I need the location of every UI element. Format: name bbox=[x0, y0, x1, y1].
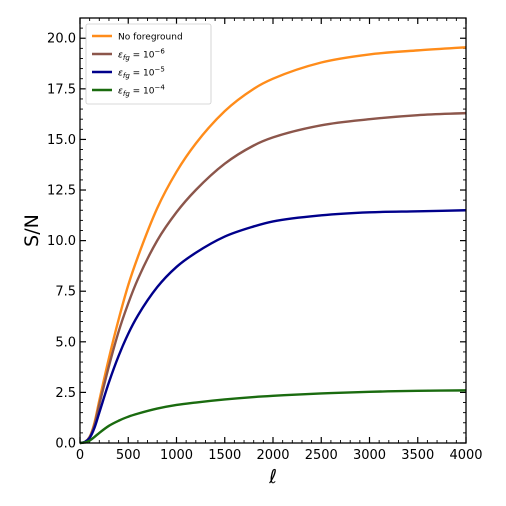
x-tick-label: 4000 bbox=[449, 448, 482, 463]
legend-exponent: −6 bbox=[155, 48, 166, 56]
series-line-3 bbox=[79, 389, 467, 445]
legend-subscript: fg bbox=[123, 72, 130, 80]
legend-epsilon: ε bbox=[118, 69, 123, 79]
y-tick-label: 20.0 bbox=[47, 32, 76, 47]
legend-label-0: No foreground bbox=[118, 33, 183, 43]
x-tick-label: 2500 bbox=[305, 448, 338, 463]
legend-label-3: εfg = 10−4 bbox=[118, 84, 165, 99]
legend-subscript: fg bbox=[123, 90, 130, 98]
legend-box bbox=[85, 23, 212, 105]
series-line-2 bbox=[79, 209, 467, 445]
y-tick-label: 15.0 bbox=[47, 133, 76, 148]
y-tick-label: 0.0 bbox=[55, 437, 76, 452]
series-line-1 bbox=[79, 111, 467, 445]
x-tick-label: 1500 bbox=[208, 448, 241, 463]
legend-epsilon: ε bbox=[118, 87, 123, 97]
y-tick-label: 2.5 bbox=[55, 386, 76, 401]
x-tick-label: 2000 bbox=[256, 448, 289, 463]
legend-exponent: −4 bbox=[155, 84, 166, 92]
legend-equals: = 10 bbox=[130, 69, 155, 79]
legend-label-2: εfg = 10−5 bbox=[118, 66, 165, 81]
x-tick-label: 500 bbox=[116, 448, 141, 463]
x-tick-label: 1000 bbox=[160, 448, 193, 463]
y-tick-label: 12.5 bbox=[47, 184, 76, 199]
x-tick-label: 3500 bbox=[401, 448, 434, 463]
legend-equals: = 10 bbox=[130, 87, 155, 97]
legend-subscript: fg bbox=[123, 54, 130, 62]
plot-frame bbox=[79, 17, 467, 444]
x-tick-label: 3000 bbox=[353, 448, 386, 463]
series-line-0 bbox=[79, 46, 467, 445]
y-tick-label: 5.0 bbox=[55, 335, 76, 350]
x-tick-label: 0 bbox=[76, 448, 84, 463]
legend-epsilon: ε bbox=[118, 51, 123, 61]
y-tick-label: 17.5 bbox=[47, 82, 76, 97]
y-tick-label: 10.0 bbox=[47, 234, 76, 249]
x-axis-label: ℓ bbox=[268, 466, 277, 488]
legend-label-text: No foreground bbox=[118, 33, 183, 43]
legend-exponent: −5 bbox=[155, 66, 165, 74]
series-layer bbox=[79, 46, 467, 445]
y-tick-label: 7.5 bbox=[55, 285, 76, 300]
legend-equals: = 10 bbox=[130, 51, 155, 61]
y-axis-label: S/N bbox=[21, 214, 43, 247]
legend-label-1: εfg = 10−6 bbox=[118, 48, 165, 63]
